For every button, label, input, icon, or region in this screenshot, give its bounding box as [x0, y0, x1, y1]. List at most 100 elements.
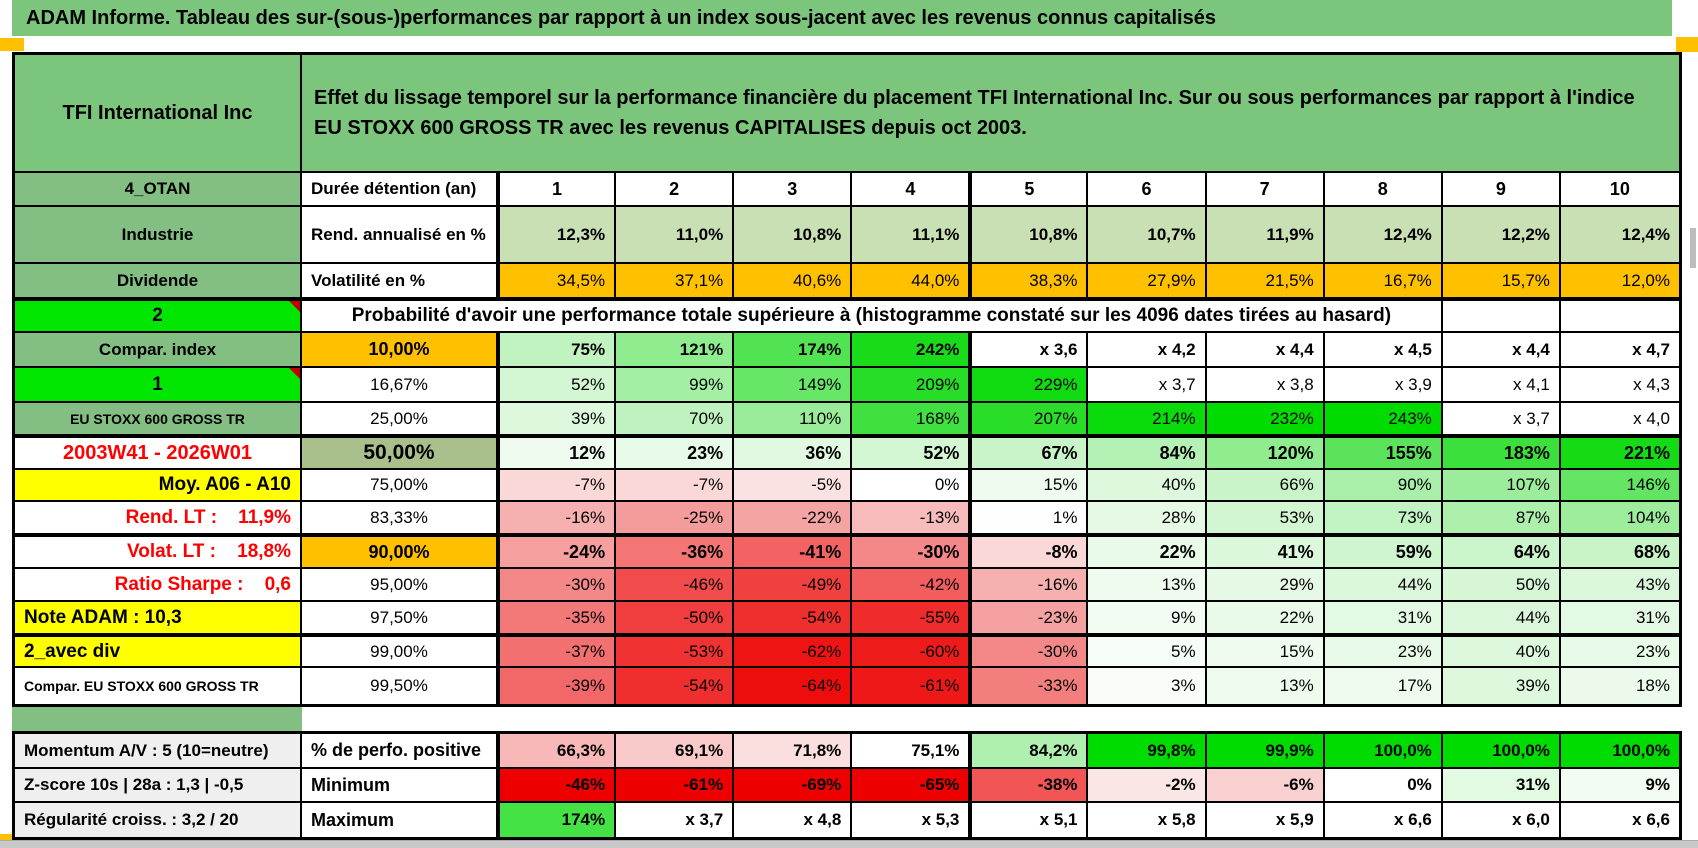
data-cell[interactable]: 10,8%	[970, 207, 1089, 264]
data-cell[interactable]: x 4,3	[1560, 368, 1679, 403]
data-cell[interactable]: -33%	[970, 668, 1089, 704]
data-cell[interactable]: 9%	[1560, 769, 1679, 803]
param-label[interactable]: 95,00%	[302, 569, 498, 602]
data-cell[interactable]: 40,6%	[734, 264, 853, 299]
data-cell[interactable]: 39%	[1442, 668, 1561, 704]
data-cell[interactable]: 0%	[1324, 769, 1443, 803]
data-cell[interactable]: 90%	[1324, 470, 1443, 502]
scrollbar-fragment[interactable]	[1690, 228, 1696, 268]
data-cell[interactable]: 9	[1442, 173, 1561, 207]
data-cell[interactable]: 12%	[498, 438, 617, 470]
data-cell[interactable]: -46%	[616, 569, 735, 602]
data-cell[interactable]: 168%	[852, 403, 971, 436]
data-cell[interactable]: 75%	[498, 333, 617, 368]
data-cell[interactable]: -30%	[970, 637, 1089, 668]
row-label[interactable]: Volat. LT : 18,8%	[15, 537, 302, 569]
data-cell[interactable]: -69%	[734, 769, 853, 803]
data-cell[interactable]: 44%	[1442, 602, 1561, 635]
data-cell[interactable]: 12,4%	[1324, 207, 1443, 264]
data-cell[interactable]: 99,9%	[1206, 734, 1325, 769]
data-cell[interactable]: 214%	[1088, 403, 1207, 436]
data-cell[interactable]: 9%	[1088, 602, 1207, 635]
data-cell[interactable]: 4	[852, 173, 971, 207]
data-cell[interactable]: 10	[1560, 173, 1679, 207]
data-cell[interactable]: -8%	[970, 537, 1089, 569]
data-cell[interactable]: -37%	[498, 637, 617, 668]
data-cell[interactable]: -54%	[734, 602, 853, 635]
data-cell[interactable]: 6	[1088, 173, 1207, 207]
data-cell[interactable]: 1%	[970, 502, 1089, 535]
param-label[interactable]: 99,50%	[302, 668, 498, 704]
data-cell[interactable]: 23%	[1324, 637, 1443, 668]
row-label[interactable]: Rend. LT : 11,9%	[15, 502, 302, 535]
row-label[interactable]: 2	[15, 301, 302, 333]
data-cell[interactable]: 149%	[734, 368, 853, 403]
row-label[interactable]: 1	[15, 368, 302, 403]
data-cell[interactable]: 44%	[1324, 569, 1443, 602]
row-label[interactable]: Industrie	[15, 207, 302, 264]
data-cell[interactable]: -50%	[616, 602, 735, 635]
data-cell[interactable]: 41%	[1206, 537, 1325, 569]
data-cell[interactable]: 221%	[1560, 438, 1679, 470]
data-cell[interactable]: -22%	[734, 502, 853, 535]
row-label[interactable]: Dividende	[15, 264, 302, 299]
row-label[interactable]: EU STOXX 600 GROSS TR	[15, 403, 302, 436]
data-cell[interactable]: 17%	[1324, 668, 1443, 704]
data-cell[interactable]	[1442, 301, 1561, 333]
data-cell[interactable]: 22%	[1088, 537, 1207, 569]
data-cell[interactable]: 71,8%	[734, 734, 853, 769]
param-label[interactable]: 99,00%	[302, 637, 498, 668]
data-cell[interactable]: 43%	[1560, 569, 1679, 602]
data-cell[interactable]: 75,1%	[852, 734, 971, 769]
data-cell[interactable]: 3	[734, 173, 853, 207]
data-cell[interactable]: -65%	[852, 769, 971, 803]
data-cell[interactable]: 243%	[1324, 403, 1443, 436]
data-cell[interactable]: -55%	[852, 602, 971, 635]
data-cell[interactable]: -62%	[734, 637, 853, 668]
ticker-cell[interactable]: TFI International Inc	[15, 55, 302, 173]
data-cell[interactable]: 242%	[852, 333, 971, 368]
data-cell[interactable]: 99,8%	[1088, 734, 1207, 769]
data-cell[interactable]: 67%	[970, 438, 1089, 470]
data-cell[interactable]: -23%	[970, 602, 1089, 635]
row-label[interactable]: Ratio Sharpe : 0,6	[15, 569, 302, 602]
param-label[interactable]: 97,50%	[302, 602, 498, 635]
data-cell[interactable]: 12,3%	[498, 207, 617, 264]
param-label[interactable]: 25,00%	[302, 403, 498, 436]
data-cell[interactable]: 100,0%	[1560, 734, 1679, 769]
data-cell[interactable]: 34,5%	[498, 264, 617, 299]
data-cell[interactable]: 232%	[1206, 403, 1325, 436]
data-cell[interactable]: 229%	[970, 368, 1089, 403]
data-cell[interactable]: 11,9%	[1206, 207, 1325, 264]
data-cell[interactable]: 7	[1206, 173, 1325, 207]
data-cell[interactable]: -54%	[616, 668, 735, 704]
param-label[interactable]: Rend. annualisé en %	[302, 207, 498, 264]
row-label[interactable]: Moy. A06 - A10	[15, 470, 302, 502]
data-cell[interactable]: 110%	[734, 403, 853, 436]
data-cell[interactable]: 39%	[498, 403, 617, 436]
param-label[interactable]: % de perfo. positive	[302, 734, 498, 769]
data-cell[interactable]: 16,7%	[1324, 264, 1443, 299]
data-cell[interactable]: x 6,6	[1560, 803, 1679, 837]
data-cell[interactable]: 100,0%	[1324, 734, 1443, 769]
description-cell[interactable]: Effet du lissage temporel sur la perform…	[302, 55, 1679, 173]
data-cell[interactable]: 84,2%	[970, 734, 1089, 769]
data-cell[interactable]: 8	[1324, 173, 1443, 207]
data-cell[interactable]: 5%	[1088, 637, 1207, 668]
data-cell[interactable]: 64%	[1442, 537, 1561, 569]
data-cell[interactable]: 10,8%	[734, 207, 853, 264]
data-cell[interactable]: 70%	[616, 403, 735, 436]
data-cell[interactable]: x 5,8	[1088, 803, 1207, 837]
data-cell[interactable]: 11,1%	[852, 207, 971, 264]
data-cell[interactable]: 69,1%	[616, 734, 735, 769]
data-cell[interactable]: 31%	[1560, 602, 1679, 635]
data-cell[interactable]: 36%	[734, 438, 853, 470]
data-cell[interactable]: 38,3%	[970, 264, 1089, 299]
data-cell[interactable]: 107%	[1442, 470, 1561, 502]
data-cell[interactable]: 207%	[970, 403, 1089, 436]
param-label[interactable]: 90,00%	[302, 537, 498, 569]
data-cell[interactable]: -16%	[970, 569, 1089, 602]
row-label[interactable]: 4_OTAN	[15, 173, 302, 207]
data-cell[interactable]: x 3,8	[1206, 368, 1325, 403]
row-label[interactable]: Momentum A/V : 5 (10=neutre)	[15, 734, 302, 769]
